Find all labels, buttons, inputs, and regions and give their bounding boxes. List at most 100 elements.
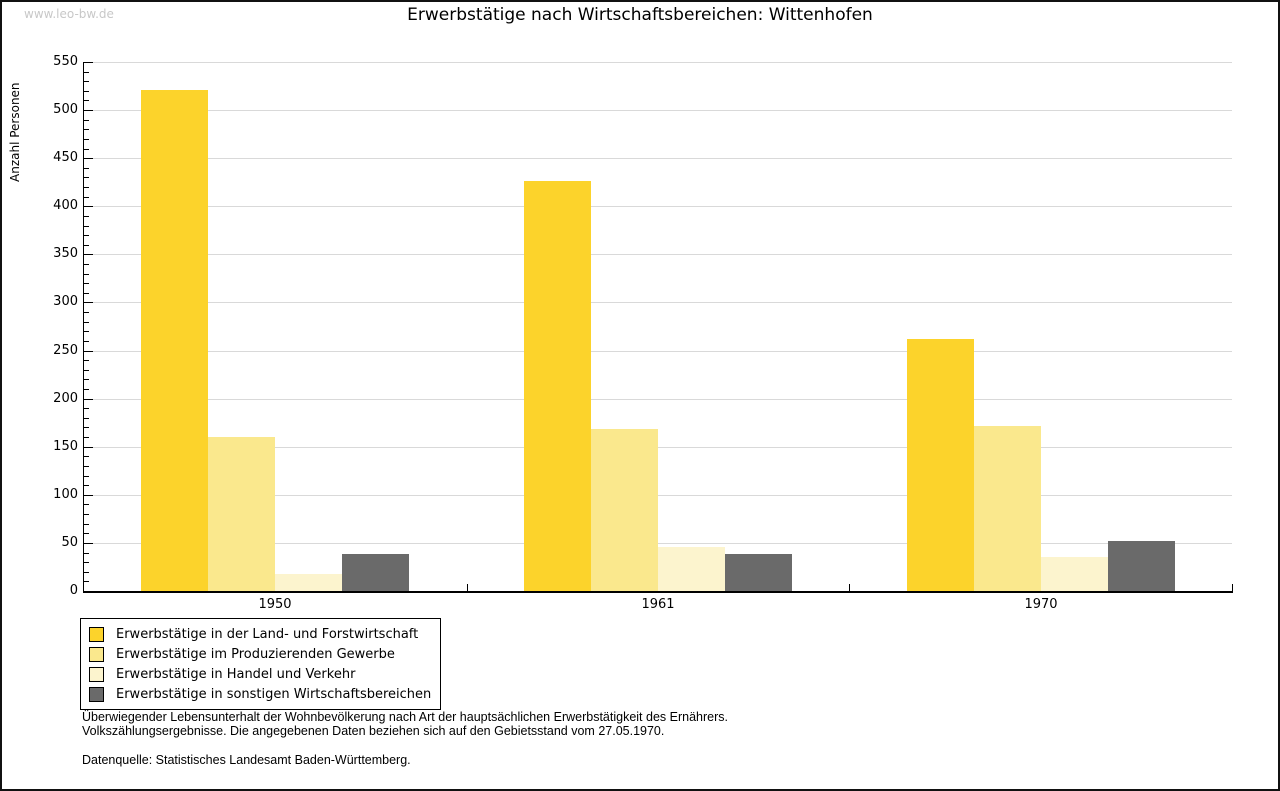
y-minor-tick-20	[84, 571, 89, 573]
bar-1970-produzierendes-gewerbe	[974, 426, 1041, 591]
y-minor-tick-260	[84, 340, 89, 342]
bar-1970-handel-verkehr	[1041, 557, 1108, 591]
y-tick-label-400: 400	[53, 198, 78, 214]
y-minor-tick-510	[84, 100, 89, 102]
y-minor-tick-290	[84, 312, 89, 314]
y-major-tick-100	[84, 494, 93, 496]
legend-label: Erwerbstätige in der Land- und Forstwirt…	[116, 626, 419, 642]
y-minor-tick-40	[84, 552, 89, 554]
legend-label: Erwerbstätige in Handel und Verkehr	[116, 666, 356, 682]
y-minor-tick-30	[84, 562, 89, 564]
y-tick-label-100: 100	[53, 486, 78, 502]
y-minor-tick-340	[84, 263, 89, 265]
y-minor-tick-480	[84, 129, 89, 131]
y-minor-tick-370	[84, 235, 89, 237]
y-gridline-300	[84, 302, 1232, 304]
y-gridline-350	[84, 254, 1232, 256]
y-minor-tick-130	[84, 465, 89, 467]
y-minor-tick-320	[84, 283, 89, 285]
bar-1950-sonstige-wirtschaftsbereiche	[342, 554, 409, 591]
y-tick-label-550: 550	[53, 54, 78, 69]
y-major-tick-400	[84, 206, 93, 208]
y-minor-tick-240	[84, 360, 89, 362]
y-tick-label-450: 450	[53, 150, 78, 166]
legend-label: Erwerbstätige in sonstigen Wirtschaftsbe…	[116, 686, 432, 702]
y-major-tick-250	[84, 350, 93, 352]
footnote-text: Überwiegender Lebensunterhalt der Wohnbe…	[82, 710, 728, 738]
y-minor-tick-520	[84, 90, 89, 92]
x-tick-label-1970: 1970	[1024, 597, 1058, 612]
y-minor-tick-160	[84, 437, 89, 439]
y-minor-tick-470	[84, 138, 89, 140]
y-minor-tick-490	[84, 119, 89, 121]
bar-1950-produzierendes-gewerbe	[208, 437, 275, 591]
y-gridline-200	[84, 398, 1232, 400]
chart-title: Erwerbstätige nach Wirtschaftsbereichen:…	[407, 5, 873, 25]
y-gridline-250	[84, 350, 1232, 352]
y-minor-tick-220	[84, 379, 89, 381]
y-minor-tick-210	[84, 389, 89, 391]
footnote-line-2: Volkszählungsergebnisse. Die angegebenen…	[82, 723, 665, 738]
y-major-tick-350	[84, 254, 93, 256]
y-minor-tick-180	[84, 417, 89, 419]
legend-swatch-produzierendes-gewerbe	[89, 646, 104, 662]
x-separator-tick-2	[849, 584, 850, 591]
y-major-tick-150	[84, 446, 93, 448]
x-tick-label-1961: 1961	[641, 597, 675, 612]
legend-item-produzierendes-gewerbe: Erwerbstätige im Produzierenden Gewerbe	[89, 644, 431, 664]
data-source-text: Datenquelle: Statistisches Landesamt Bad…	[82, 753, 411, 767]
y-major-tick-200	[84, 398, 93, 400]
y-axis-line	[83, 62, 84, 593]
y-tick-label-350: 350	[53, 246, 78, 262]
y-minor-tick-430	[84, 177, 89, 179]
y-minor-tick-460	[84, 148, 89, 150]
legend-swatch-handel-verkehr	[89, 666, 104, 682]
y-minor-tick-360	[84, 244, 89, 246]
y-minor-tick-390	[84, 215, 89, 217]
y-major-tick-450	[84, 158, 93, 160]
y-minor-tick-90	[84, 504, 89, 506]
y-major-tick-500	[84, 110, 93, 112]
y-tick-label-250: 250	[53, 342, 78, 358]
y-minor-tick-120	[84, 475, 89, 477]
legend-item-land-forstwirtschaft: Erwerbstätige in der Land- und Forstwirt…	[89, 624, 431, 644]
y-major-tick-50	[84, 542, 93, 544]
x-separator-tick-3	[1232, 584, 1233, 591]
y-gridline-50	[84, 542, 1232, 544]
y-tick-label-50: 50	[61, 534, 78, 550]
y-minor-tick-310	[84, 292, 89, 294]
y-gridline-450	[84, 158, 1232, 160]
y-minor-tick-280	[84, 321, 89, 323]
x-axis-line	[83, 591, 1233, 593]
y-major-tick-550	[84, 62, 93, 63]
bar-1970-land-forstwirtschaft	[907, 339, 974, 591]
legend-item-sonstige-wirtschaftsbereiche: Erwerbstätige in sonstigen Wirtschaftsbe…	[89, 684, 431, 704]
y-minor-tick-440	[84, 167, 89, 169]
y-tick-label-150: 150	[53, 438, 78, 454]
y-minor-tick-270	[84, 331, 89, 333]
y-minor-tick-540	[84, 71, 89, 73]
legend-swatch-land-forstwirtschaft	[89, 626, 104, 642]
y-minor-tick-230	[84, 369, 89, 371]
y-minor-tick-380	[84, 225, 89, 227]
y-gridline-400	[84, 206, 1232, 208]
bar-1961-handel-verkehr	[658, 547, 725, 591]
watermark-leo-bw: www.leo-bw.de	[24, 7, 114, 21]
x-separator-tick-1	[467, 584, 468, 591]
y-minor-tick-140	[84, 456, 89, 458]
y-minor-tick-60	[84, 533, 89, 535]
legend-label: Erwerbstätige im Produzierenden Gewerbe	[116, 646, 395, 662]
y-minor-tick-110	[84, 485, 89, 487]
y-minor-tick-530	[84, 81, 89, 83]
y-tick-label-300: 300	[53, 294, 78, 310]
y-gridline-150	[84, 446, 1232, 448]
bar-1961-produzierendes-gewerbe	[591, 429, 658, 591]
y-minor-tick-10	[84, 581, 89, 583]
bar-1950-handel-verkehr	[275, 574, 342, 591]
footnote-line-1: Überwiegender Lebensunterhalt der Wohnbe…	[82, 710, 728, 724]
legend: Erwerbstätige in der Land- und Forstwirt…	[80, 618, 442, 710]
x-tick-label-1950: 1950	[258, 597, 292, 612]
y-gridline-100	[84, 494, 1232, 496]
